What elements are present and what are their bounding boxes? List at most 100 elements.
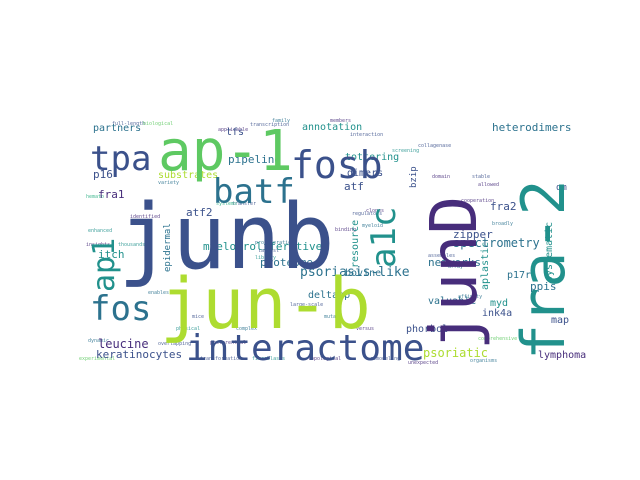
medium-words-layer: heterodimers pipeline annotation substra… [93, 121, 586, 361]
cloud-word: proteome [260, 256, 313, 269]
cloud-word-small: proliferation [255, 240, 294, 246]
cloud-word-small: collagenase [418, 143, 451, 149]
cloud-word-small: myeloid [362, 223, 383, 229]
cloud-word-small: affinity [458, 294, 482, 300]
cloud-word-small: preferential [210, 340, 246, 346]
cloud-word: annotation [302, 122, 362, 133]
cloud-word-small: variety [158, 180, 179, 186]
cloud-word-small: organisms [470, 358, 497, 364]
cloud-word-small: enhanced [88, 228, 112, 234]
cloud-word-small: clones [366, 208, 384, 214]
large-words-layer: psoriasis-like myeloproliferative proteo… [87, 119, 579, 369]
cloud-word: psoriasis-like [300, 265, 410, 280]
cloud-word: psoriatic [423, 346, 488, 360]
cloud-word: keratinocytes [96, 348, 182, 361]
cloud-word-small: broadly [492, 221, 513, 227]
cloud-word: myd [490, 298, 508, 309]
cloud-word: itch [98, 248, 125, 261]
cloud-word: valuable [428, 296, 476, 307]
cloud-word-small: domain [432, 174, 450, 180]
cloud-word-small: large-scale [290, 302, 323, 308]
cloud-word: interactome [186, 328, 424, 369]
cloud-word-small: transformation [200, 356, 242, 362]
cloud-word-small: topological [308, 356, 341, 362]
cloud-word-small: physical [176, 326, 200, 332]
cloud-word: resource [350, 220, 361, 268]
cloud-word: bovine [345, 268, 381, 279]
cloud-word-small: fibroblasts [252, 356, 285, 362]
cloud-word-small: library [255, 255, 276, 261]
cloud-word: aplastic [480, 242, 491, 290]
cloud-word-small: regulators [352, 211, 382, 217]
cloud-word: p16 [93, 168, 113, 181]
cloud-word: fra2 [490, 200, 517, 213]
cloud-word: dimers [347, 168, 383, 179]
cloud-word: p17r [507, 270, 531, 281]
cloud-word-small: thousands [118, 242, 145, 248]
cloud-word-small: biological [143, 121, 173, 127]
cloud-word: substrates [158, 170, 218, 181]
cloud-word: qm [556, 183, 567, 193]
cloud-word-small: systems [216, 201, 237, 207]
cloud-word-small: full-length [112, 121, 145, 127]
cloud-word-small: cooperation [461, 198, 494, 204]
cloud-word-small: complex [236, 326, 257, 332]
cloud-word: a1c [364, 207, 404, 268]
cloud-word-small: applicable [218, 127, 248, 133]
cloud-word: pipeline [228, 153, 281, 166]
cloud-word: tfs [226, 127, 244, 138]
small-words-layer: full-length biological thousands identif… [79, 118, 517, 366]
cloud-word-small: experimental [79, 356, 115, 362]
cloud-word: spectrometry [453, 236, 540, 250]
cloud-word: phorbol [406, 324, 448, 335]
cloud-word-small: allowed [478, 182, 499, 188]
cloud-word-small: identified [130, 214, 160, 220]
cloud-word-small: members [330, 118, 351, 124]
cloud-word-small: insights [86, 242, 110, 248]
cloud-word: bzip [409, 166, 419, 188]
cloud-word-small: interaction [350, 132, 383, 138]
cloud-word-small: hemato [86, 194, 104, 200]
cloud-word: junD [418, 196, 492, 350]
cloud-word: leucine [98, 337, 149, 351]
cloud-word-small: remodeling [370, 356, 400, 362]
cloud-word: fra1 [98, 188, 125, 201]
cloud-word: zipper [453, 228, 493, 241]
cloud-word: junb [118, 185, 335, 290]
cloud-word-small: largest [258, 248, 279, 254]
cloud-word: batf [213, 172, 295, 212]
cloud-word: myeloproliferative [203, 240, 322, 253]
cloud-word-small: assembles [428, 253, 455, 259]
cloud-word: atf2 [186, 206, 213, 219]
cloud-word: map [551, 315, 569, 326]
cloud-word-small: screening [392, 148, 419, 154]
cloud-word-small: overlapping [158, 341, 191, 347]
cloud-word: deltaep [308, 290, 350, 301]
cloud-word: atf [344, 180, 364, 193]
cloud-word-small: versus [356, 326, 374, 332]
cloud-word-small: stable [472, 174, 490, 180]
cloud-word: ppis [530, 280, 557, 293]
cloud-word: tpa [90, 139, 151, 179]
cloud-word: networks [428, 256, 481, 269]
cloud-word: partners [93, 123, 141, 134]
cloud-word: ap1 [87, 238, 122, 292]
cloud-word: tottering [345, 152, 399, 163]
cloud-word-small: dynamic [88, 338, 109, 344]
cloud-word: fra-2 [509, 179, 579, 360]
cloud-word-small: unexpected [408, 360, 438, 366]
cloud-word: heterodimers [492, 121, 571, 134]
cloud-word-small: transcription [250, 122, 289, 128]
cloud-word-small: array [448, 264, 463, 270]
cloud-word-small: comprehensive [478, 336, 517, 342]
cloud-word: lymphoma [538, 350, 586, 361]
cloud-word-small: family [272, 118, 290, 124]
cloud-word: fosb [291, 143, 383, 187]
cloud-word-small: enables [148, 290, 169, 296]
cloud-word-small: binding [335, 227, 356, 233]
cloud-word: epidermal [163, 223, 173, 272]
cloud-word-small: transfer [232, 201, 256, 207]
cloud-word-small: mice [192, 314, 204, 320]
cloud-word: fos [90, 289, 151, 329]
